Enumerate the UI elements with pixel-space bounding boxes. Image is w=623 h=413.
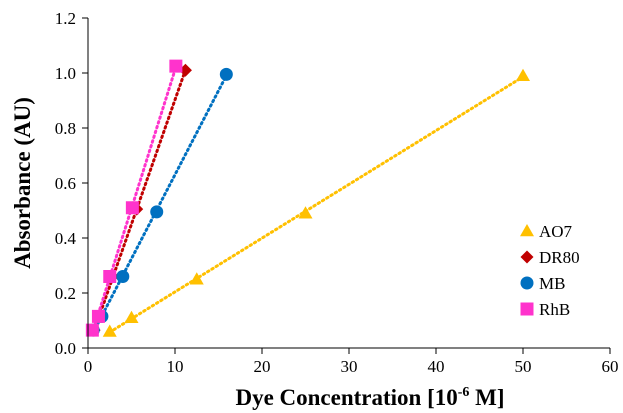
y-ticks: 0.0 0.2 0.4 0.6 0.8 1.0 1.2 <box>55 9 88 358</box>
y-axis-title: Absorbance (AU) <box>10 97 35 269</box>
data-point-rhb <box>169 59 183 73</box>
y-tick-label: 1.0 <box>55 64 76 83</box>
series-rhb <box>85 59 183 337</box>
x-tick-label: 30 <box>341 357 358 376</box>
x-tick-label: 50 <box>515 357 532 376</box>
data-point-rhb <box>91 309 105 323</box>
y-tick-label: 0.4 <box>55 229 77 248</box>
series-ao7 <box>102 68 530 337</box>
y-tick-label: 0.8 <box>55 119 76 138</box>
legend-label: RhB <box>539 300 570 319</box>
legend-marker-rhb <box>520 302 534 316</box>
y-tick-label: 0.0 <box>55 339 76 358</box>
trendline-rhb <box>90 65 178 335</box>
x-tick-label: 20 <box>254 357 271 376</box>
y-tick-label: 1.2 <box>55 9 76 28</box>
data-point-ao7 <box>516 68 530 81</box>
y-tick-label: 0.2 <box>55 284 76 303</box>
series-mb <box>86 67 233 337</box>
plot-area <box>85 59 530 337</box>
data-point-rhb <box>125 201 139 215</box>
legend-label: AO7 <box>539 222 573 241</box>
x-tick-label: 40 <box>428 357 445 376</box>
y-tick-label: 0.6 <box>55 174 76 193</box>
legend-label: DR80 <box>539 248 580 267</box>
data-point-ao7 <box>189 272 204 285</box>
legend-label: MB <box>539 274 565 293</box>
data-point-mb <box>219 67 233 81</box>
data-point-ao7 <box>124 310 139 323</box>
legend-marker-mb <box>520 276 534 290</box>
data-point-ao7 <box>298 206 313 219</box>
legend-item-rhb: RhB <box>520 300 570 319</box>
legend-item-dr80: DR80 <box>520 248 580 267</box>
legend-item-mb: MB <box>520 274 565 293</box>
x-tick-label: 0 <box>84 357 93 376</box>
data-point-ao7 <box>102 324 117 337</box>
data-point-mb <box>116 270 130 283</box>
x-tick-label: 10 <box>167 357 184 376</box>
legend-marker-ao7 <box>520 224 534 237</box>
trendline-mb <box>91 74 228 335</box>
trendline-ao7 <box>108 75 525 334</box>
legend: AO7 DR80 MB RhB <box>520 222 580 319</box>
data-point-mb <box>150 205 164 219</box>
x-ticks: 0 10 20 30 40 50 60 <box>84 348 619 376</box>
trendline-dr80 <box>92 68 187 333</box>
legend-marker-dr80 <box>520 250 534 264</box>
data-point-rhb <box>85 323 99 337</box>
data-point-rhb <box>103 270 117 283</box>
x-tick-label: 60 <box>602 357 619 376</box>
legend-item-ao7: AO7 <box>520 222 573 241</box>
x-axis-title: Dye Concentration [10-6 M] <box>235 385 504 410</box>
